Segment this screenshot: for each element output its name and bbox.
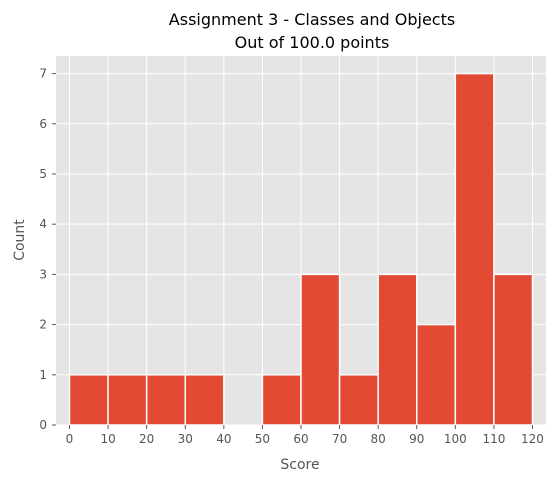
x-tick-label: 100 xyxy=(444,432,467,446)
histogram-bar xyxy=(68,374,109,426)
y-tick-label: 0 xyxy=(39,418,47,432)
x-tick-label: 0 xyxy=(66,432,74,446)
x-tick-label: 20 xyxy=(139,432,154,446)
chart-subtitle: Out of 100.0 points xyxy=(235,33,390,52)
histogram-bar xyxy=(300,273,341,426)
y-tick-label: 6 xyxy=(39,117,47,131)
y-tick-label: 2 xyxy=(39,318,47,332)
y-tick-label: 4 xyxy=(39,217,47,231)
histogram-bar xyxy=(377,273,418,426)
histogram-bar xyxy=(184,374,225,426)
bars xyxy=(68,72,534,426)
histogram-bar xyxy=(493,273,534,426)
x-tick-label: 40 xyxy=(216,432,231,446)
y-axis-label: Count xyxy=(12,219,28,261)
x-tick-label: 80 xyxy=(371,432,386,446)
histogram-bar xyxy=(145,374,187,426)
chart-title: Assignment 3 - Classes and Objects xyxy=(169,10,455,29)
x-tick-label: 60 xyxy=(293,432,308,446)
x-tick-label: 70 xyxy=(332,432,347,446)
x-axis-ticks: 0 10 20 30 40 50 60 70 80 90 100 110 120 xyxy=(66,425,544,446)
x-tick-label: 50 xyxy=(255,432,270,446)
histogram-bar xyxy=(415,323,457,426)
y-tick-label: 5 xyxy=(39,167,47,181)
x-tick-label: 110 xyxy=(482,432,505,446)
y-tick-label: 1 xyxy=(39,368,47,382)
histogram-bar xyxy=(107,374,148,426)
y-tick-label: 7 xyxy=(39,67,47,81)
x-tick-label: 120 xyxy=(521,432,544,446)
x-tick-label: 90 xyxy=(409,432,424,446)
x-tick-label: 10 xyxy=(100,432,115,446)
x-tick-label: 30 xyxy=(178,432,193,446)
histogram-bar xyxy=(454,72,495,426)
x-axis-label: Score xyxy=(280,457,319,473)
y-axis-ticks: 0 1 2 3 4 5 6 7 xyxy=(39,67,56,432)
y-tick-label: 3 xyxy=(39,267,47,281)
histogram-bar xyxy=(261,374,302,426)
histogram-bar xyxy=(338,374,379,426)
